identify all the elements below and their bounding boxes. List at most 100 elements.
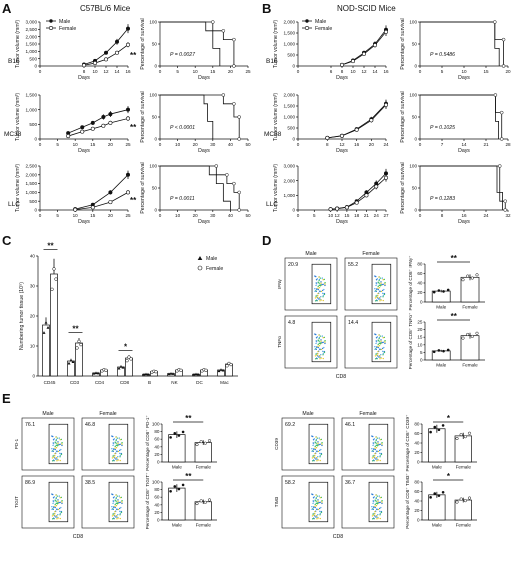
flow-event <box>316 458 318 460</box>
flow-event <box>115 444 118 447</box>
censor-mark <box>221 29 226 33</box>
data-point-male <box>126 107 131 112</box>
x-tick-label: CD4 <box>95 380 105 385</box>
y-tick-label: 10 <box>30 344 36 349</box>
flow-event <box>59 513 62 515</box>
y-tick-label: 0 <box>292 208 295 213</box>
flow-event <box>371 448 373 450</box>
row-label-b16: B16 <box>266 58 278 65</box>
x-tick-label: 10 <box>73 142 79 147</box>
censor-mark <box>232 102 236 106</box>
flow-event <box>378 297 381 299</box>
flow-event <box>318 334 320 336</box>
data-point-female <box>344 205 349 210</box>
flow-panel-panel-e_left: Male Female PD-1 76.1 46.8 0 20 40 60 80 100 Male Fe… <box>14 411 217 540</box>
flow-event <box>372 497 375 499</box>
point-female <box>203 441 207 445</box>
significance-mark: * <box>447 472 451 481</box>
flow-event <box>319 455 322 457</box>
flow-event <box>380 506 382 509</box>
flow-event <box>55 458 57 460</box>
flow-event <box>316 444 319 446</box>
flow-event <box>376 502 379 504</box>
flow-event <box>315 500 317 502</box>
flow-event <box>320 282 322 284</box>
flow-event <box>315 504 318 507</box>
flow-event <box>55 444 58 447</box>
flow-event <box>318 340 320 342</box>
flow-event <box>378 344 381 347</box>
flow-event <box>380 353 382 356</box>
flow-event <box>371 457 374 459</box>
flow-event <box>382 299 384 302</box>
flow-event <box>317 350 319 353</box>
flow-event <box>374 447 376 450</box>
flow-event <box>57 517 59 519</box>
flow-event <box>58 443 60 446</box>
flow-event <box>119 497 121 499</box>
point-female <box>129 357 133 361</box>
y-axis-label: Percentage of CD8⁺ TNFα⁺ <box>408 312 413 369</box>
flow-event <box>380 348 383 351</box>
point-male <box>173 431 177 435</box>
y-tick-label: 20 <box>154 452 160 457</box>
flow-event <box>320 448 322 451</box>
flow-event <box>378 342 381 345</box>
bar-male <box>168 434 186 463</box>
flow-event <box>311 515 314 517</box>
flow-event <box>381 335 383 337</box>
point-female <box>207 498 212 502</box>
data-point-female <box>383 29 388 34</box>
flow-event <box>314 348 316 350</box>
flow-event <box>371 518 374 520</box>
flow-event <box>313 438 316 440</box>
point-male <box>196 372 200 376</box>
growth-curve-chart: 0 500 1,000 1,500 2,000 2,500 0 5 10 15 20 25 Days Tu… <box>15 164 131 225</box>
censor-mark <box>237 190 241 195</box>
y-tick-label: 2,000 <box>26 172 38 177</box>
flow-event <box>121 444 123 447</box>
flow-event <box>322 353 325 355</box>
flow-event <box>317 355 319 357</box>
flow-event <box>316 508 318 510</box>
flow-event <box>58 495 60 497</box>
censor-mark <box>225 173 229 177</box>
series-line-female <box>75 192 129 211</box>
series-line-male <box>327 103 387 139</box>
flow-event <box>315 494 317 496</box>
censor-mark <box>498 164 502 168</box>
flow-event <box>115 442 117 444</box>
data-point-female <box>361 51 366 56</box>
censor-mark <box>503 208 507 212</box>
flow-event <box>377 346 379 349</box>
series-line-male <box>68 109 129 134</box>
flow-event <box>375 500 377 502</box>
flow-event <box>376 354 378 356</box>
flow-event <box>61 442 63 444</box>
significance-b16: ** <box>130 51 137 60</box>
flow-event <box>315 337 318 339</box>
x-tick-label: 16 <box>461 213 467 218</box>
x-tick-label: 20 <box>505 69 511 74</box>
flow-event <box>316 336 319 338</box>
flow-event <box>56 444 59 446</box>
column-label: Male <box>42 411 53 417</box>
flow-event <box>375 497 377 500</box>
growth-curve-chart: 0 500 1,000 1,500 2,000 2,500 3,000 0 8 10 12 14 16 D… <box>15 20 131 81</box>
flow-event <box>378 449 381 452</box>
series-line-male <box>341 29 387 66</box>
y-tick-label: 500 <box>287 126 295 131</box>
flow-event <box>314 513 316 515</box>
x-tick-label: 5 <box>441 69 444 74</box>
flow-event <box>321 442 323 444</box>
x-axis-label: Days <box>78 75 90 81</box>
y-tick-label: 1,500 <box>26 181 38 186</box>
row-label: IFNγ <box>277 278 282 288</box>
gate-percentage: 20.9 <box>288 262 298 268</box>
y-axis-label: Percentage of CD8⁺ TIM3⁺ <box>405 473 410 529</box>
flow-event <box>58 449 61 452</box>
point-male <box>96 371 100 375</box>
flow-event <box>315 340 318 343</box>
series-line-male <box>75 174 129 210</box>
flow-event <box>378 286 381 289</box>
